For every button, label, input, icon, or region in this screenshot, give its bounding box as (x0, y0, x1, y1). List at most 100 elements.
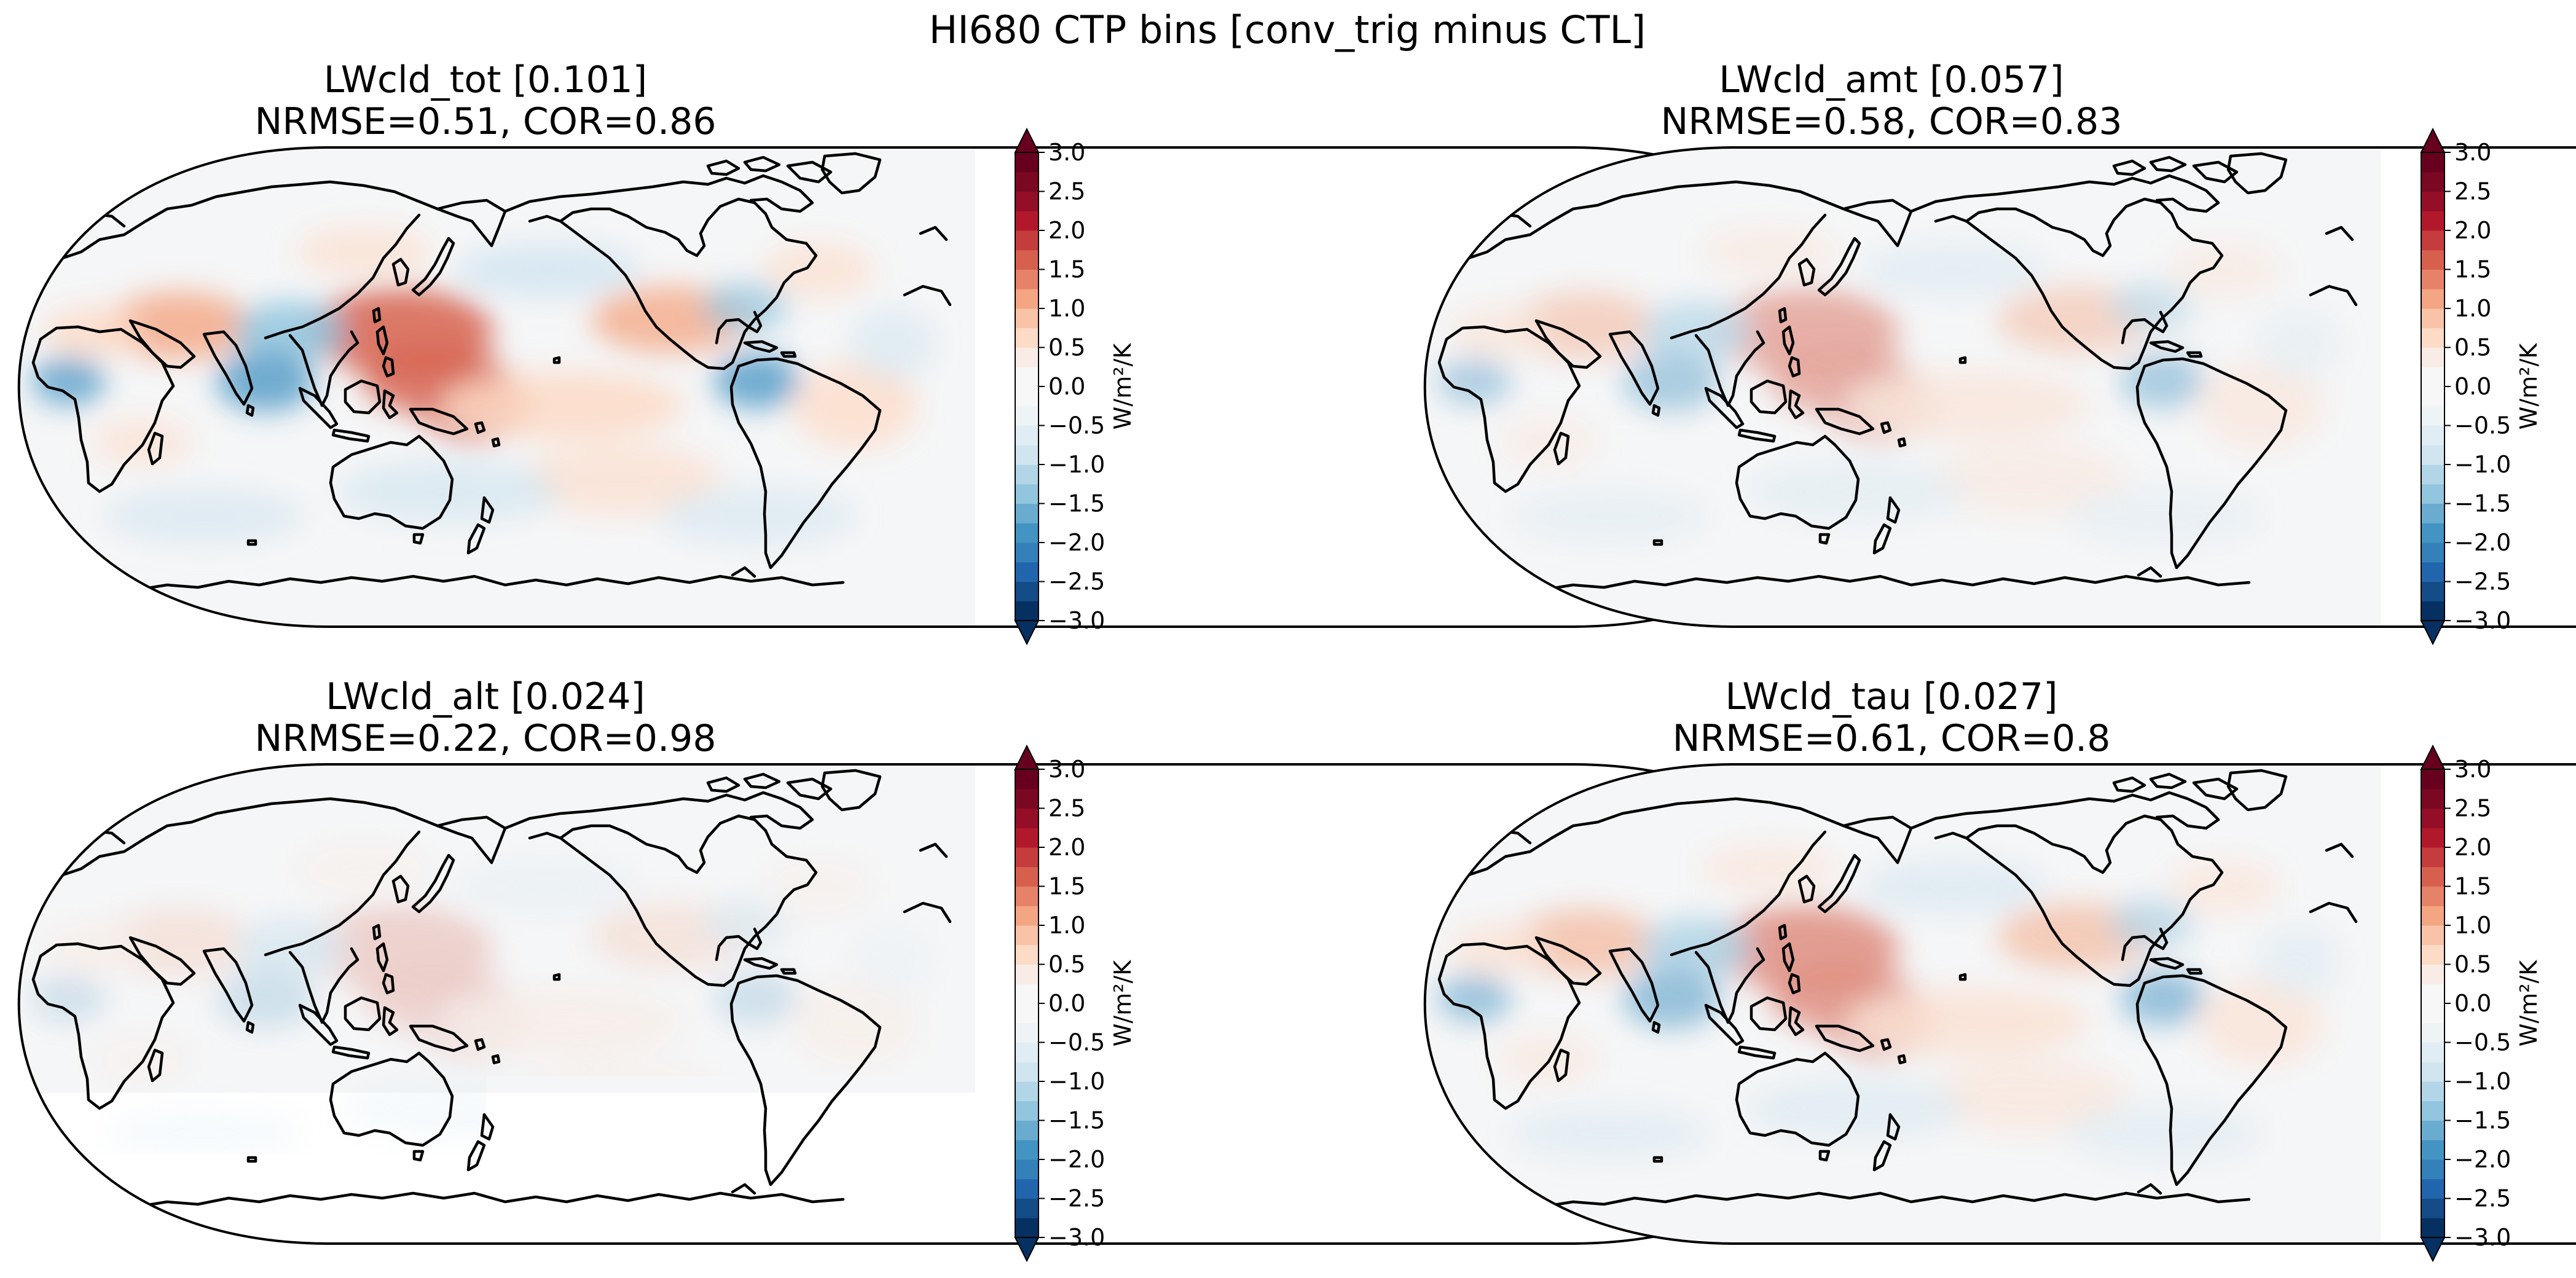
colorbar-level (1015, 984, 1039, 1003)
colorbar-tick-label: 0.0 (2454, 990, 2491, 1017)
colorbar-level (1015, 328, 1039, 348)
colorbar: 3.0 2.5 2.0 1.5 1.0 0.5 0.0 −0.5 −1.0 −1.5 −2.0 −2.… (2421, 746, 2542, 1261)
colorbar-level (2421, 1199, 2444, 1218)
colorbar-tick-label: −2.5 (2454, 568, 2511, 595)
colorbar-level (1015, 367, 1039, 386)
colorbar-extend-max (2421, 129, 2444, 152)
figure-title: HI680 CTP bins [conv_trig minus CTL] (929, 7, 1646, 52)
colorbar-tick-label: 3.0 (2454, 756, 2491, 783)
colorbar-level (2421, 789, 2444, 809)
colorbar-level (1015, 211, 1039, 230)
colorbar-level (2421, 1081, 2444, 1101)
colorbar-level (1015, 152, 1039, 172)
colorbar-level (2421, 828, 2444, 847)
colorbar-level (2421, 426, 2444, 445)
colorbar-level (1015, 925, 1039, 945)
colorbar-unit-label: W/m²/K (1109, 960, 1136, 1046)
colorbar-tick-label: 3.0 (1048, 756, 1085, 783)
colorbar-tick-label: 0.0 (1048, 373, 1085, 400)
colorbar-level (2421, 1101, 2444, 1121)
colorbar-level (2421, 152, 2444, 172)
colorbar-tick-label: −1.0 (2454, 1068, 2511, 1095)
colorbar-level (1015, 504, 1039, 523)
colorbar-tick-label: −1.5 (1048, 1107, 1105, 1134)
colorbar-tick-label: 2.5 (2454, 795, 2491, 822)
colorbar-tick-label: 0.5 (1048, 951, 1085, 978)
colorbar-tick-label: 1.5 (1048, 256, 1085, 283)
colorbar-tick-label: −0.5 (2454, 1029, 2511, 1056)
colorbar-level (2421, 809, 2444, 828)
colorbar-level (2421, 1140, 2444, 1159)
colorbar-level (1015, 386, 1039, 406)
colorbar-level (1015, 965, 1039, 984)
panel-title: LWcld_tot [0.101] (324, 58, 647, 101)
colorbar-tick-label: 0.5 (2454, 951, 2491, 978)
colorbar-level (2421, 1003, 2444, 1023)
colorbar-tick-label: −1.0 (1048, 451, 1105, 478)
colorbar-tick-label: −1.5 (1048, 490, 1105, 517)
colorbar-tick-label: 2.0 (2454, 834, 2491, 861)
colorbar-extend-min (2421, 621, 2444, 644)
colorbar-level (2421, 543, 2444, 562)
colorbar-level (2421, 348, 2444, 367)
colorbar-tick-label: −3.0 (1048, 1224, 1105, 1251)
colorbar-level (1015, 867, 1039, 887)
figure-canvas: HI680 CTP bins [conv_trig minus CTL] LWc… (0, 0, 2576, 1278)
colorbar-level (2421, 328, 2444, 348)
colorbar-level (1015, 1003, 1039, 1023)
colorbar-level (1015, 1140, 1039, 1159)
colorbar-tick-label: −1.5 (2454, 490, 2511, 517)
map-field (1401, 123, 2381, 651)
map-field (0, 123, 975, 651)
map-field (1401, 740, 2381, 1268)
colorbar-level (2421, 386, 2444, 406)
colorbar-tick-label: 3.0 (2454, 139, 2491, 166)
colorbar-level (1015, 1179, 1039, 1199)
colorbar-level (2421, 406, 2444, 426)
colorbar-level (1015, 945, 1039, 965)
colorbar-level (1015, 828, 1039, 847)
colorbar-unit-label: W/m²/K (1109, 343, 1136, 429)
colorbar-tick-label: 2.5 (1048, 178, 1085, 205)
figure: HI680 CTP bins [conv_trig minus CTL] LWc… (0, 0, 2576, 1278)
colorbar-tick-label: −2.0 (2454, 1146, 2511, 1173)
colorbar-level (2421, 289, 2444, 308)
colorbar: 3.0 2.5 2.0 1.5 1.0 0.5 0.0 −0.5 −1.0 −1.5 −2.0 −2.… (1015, 746, 1136, 1261)
colorbar-level (1015, 289, 1039, 308)
colorbar: 3.0 2.5 2.0 1.5 1.0 0.5 0.0 −0.5 −1.0 −1.5 −2.0 −2.… (2421, 129, 2542, 644)
colorbar-level (1015, 1121, 1039, 1140)
colorbar-level (2421, 945, 2444, 965)
panel-stats: NRMSE=0.22, COR=0.98 (254, 717, 716, 760)
colorbar-level (2421, 211, 2444, 230)
colorbar-tick-label: −3.0 (1048, 607, 1105, 634)
colorbar-tick-label: 0.0 (1048, 990, 1085, 1017)
colorbar-level (2421, 250, 2444, 270)
colorbar-tick-label: 0.5 (1048, 334, 1085, 361)
colorbar-level (1015, 250, 1039, 270)
colorbar-level (1015, 847, 1039, 867)
colorbar-level (2421, 847, 2444, 867)
colorbar-unit-label: W/m²/K (2515, 960, 2542, 1046)
colorbar-level (2421, 192, 2444, 211)
panels-layer: LWcld_tot [0.101]NRMSE=0.51, COR=0.86 3.0… (0, 58, 2576, 1268)
colorbar-level (2421, 504, 2444, 523)
colorbar-level (2421, 270, 2444, 289)
colorbar-level (1015, 1218, 1039, 1237)
colorbar-level (1015, 809, 1039, 828)
colorbar-tick-label: 3.0 (1048, 139, 1085, 166)
colorbar: 3.0 2.5 2.0 1.5 1.0 0.5 0.0 −0.5 −1.0 −1.5 −2.0 −2.… (1015, 129, 1136, 644)
colorbar-level (1015, 1159, 1039, 1179)
colorbar-tick-label: 1.5 (2454, 256, 2491, 283)
colorbar-level (2421, 887, 2444, 906)
colorbar-level (1015, 1199, 1039, 1218)
colorbar-level (2421, 1023, 2444, 1043)
colorbar-level (1015, 484, 1039, 504)
colorbar-level (1015, 789, 1039, 809)
colorbar-level (1015, 601, 1039, 621)
colorbar-level (2421, 965, 2444, 984)
colorbar-tick-label: −1.5 (2454, 1107, 2511, 1134)
colorbar-level (2421, 367, 2444, 386)
colorbar-level (1015, 1023, 1039, 1043)
colorbar-level (1015, 906, 1039, 925)
colorbar-extend-min (2421, 1237, 2444, 1261)
